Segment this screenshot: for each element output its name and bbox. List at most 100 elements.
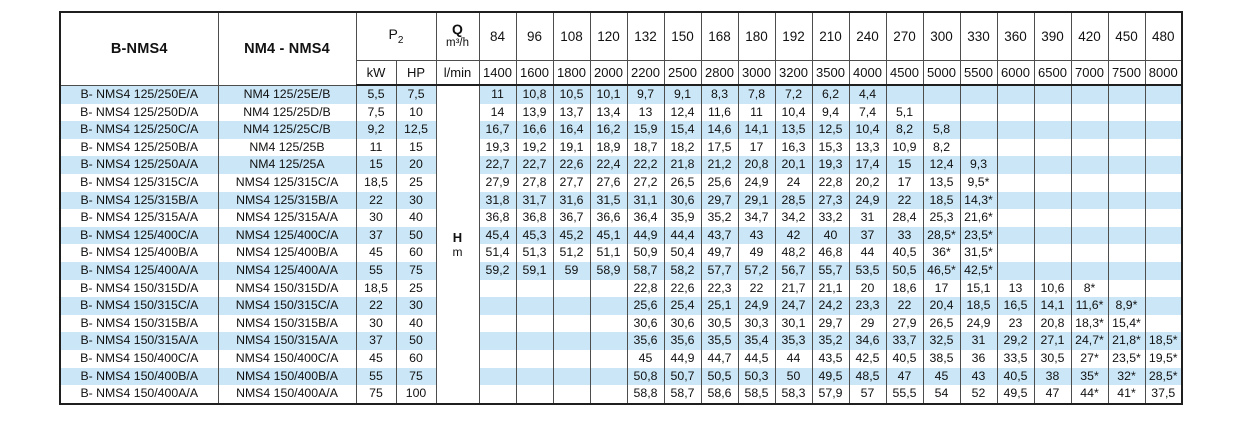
b-nms4-model-cell: B- NMS4 125/400B/A [59, 244, 219, 262]
flow-m3h-header-cell: 210 [811, 12, 850, 61]
b-nms4-model-cell: B- NMS4 125/250E/A [59, 85, 219, 104]
head-value-cell: 22 [885, 297, 924, 315]
head-value-cell: 44,7 [700, 349, 739, 368]
head-value-cell: 19,3 [478, 138, 517, 157]
lmin-header: l/min [435, 60, 480, 86]
head-value-cell: 18,5 [922, 191, 961, 210]
head-value-cell [1107, 121, 1146, 139]
head-value-cell [959, 121, 998, 139]
hp-value-cell: 50 [395, 226, 437, 245]
head-value-cell: 50,7 [663, 367, 702, 386]
head-value-cell: 21,2 [700, 156, 739, 174]
table-row: B- NMS4 150/400A/A NMS4 150/400A/A 75 100 58… [59, 385, 1183, 404]
head-value-cell: 45,4 [478, 226, 517, 245]
pump-performance-sheet: B-NMS4 NM4 - NMS4 P2 Q m³/h 84 96 108 120 13… [59, 11, 1183, 405]
head-value-cell [1070, 121, 1109, 139]
header-row-flow: B-NMS4 NM4 - NMS4 P2 Q m³/h 84 96 108 120 13… [59, 12, 1183, 86]
head-value-cell [1107, 173, 1146, 192]
head-value-cell: 10,9 [885, 138, 924, 157]
head-value-cell: 44,9 [626, 226, 665, 245]
head-value-cell: 21,1 [811, 279, 850, 298]
kw-value-cell: 18,5 [355, 173, 397, 192]
table-row: B- NMS4 125/250B/A NM4 125/25B 11 15 19,3 19,… [59, 138, 1183, 157]
head-value-cell: 58,7 [626, 261, 665, 280]
head-value-cell: 27,7 [552, 173, 591, 192]
head-value-cell: 16,6 [515, 121, 554, 139]
head-value-cell [1033, 244, 1072, 262]
hp-value-cell: 30 [395, 191, 437, 210]
head-value-cell: 16,4 [552, 121, 591, 139]
head-value-cell [515, 279, 554, 298]
head-value-cell [996, 261, 1035, 280]
head-value-cell: 28,5* [1144, 367, 1183, 386]
head-value-cell: 18,5* [1144, 332, 1183, 350]
head-value-cell [589, 349, 628, 368]
head-value-cell: 35,4 [737, 332, 776, 350]
head-value-cell: 58,2 [663, 261, 702, 280]
nm4-nms4-model-cell: NMS4 125/315C/A [217, 173, 357, 192]
head-value-cell: 16,7 [478, 121, 517, 139]
b-nms4-model-cell: B- NMS4 150/400C/A [59, 349, 219, 368]
head-value-cell: 35,3 [774, 332, 813, 350]
head-value-cell: 23,5* [1107, 349, 1146, 368]
flow-lmin-header-cell: 1400 [478, 60, 517, 86]
head-value-cell: 24,7* [1070, 332, 1109, 350]
head-value-cell: 21,6* [959, 209, 998, 227]
head-value-cell: 4,4 [848, 85, 887, 104]
head-value-cell: 27,9 [885, 314, 924, 333]
nm4-nms4-model-cell: NMS4 150/400B/A [217, 367, 357, 386]
head-value-cell: 45,1 [589, 226, 628, 245]
head-value-cell: 31,5 [589, 191, 628, 210]
head-value-cell: 35,6 [663, 332, 702, 350]
head-value-cell [1107, 261, 1146, 280]
head-value-cell [959, 103, 998, 122]
head-value-cell: 46,5* [922, 261, 961, 280]
head-value-cell: 10,4 [848, 121, 887, 139]
head-value-cell [589, 297, 628, 315]
head-value-cell [515, 385, 554, 404]
flow-m3h-header-cell: 450 [1107, 12, 1146, 61]
head-value-cell: 19,2 [515, 138, 554, 157]
head-value-cell: 49,7 [700, 244, 739, 262]
pump-performance-table: B-NMS4 NM4 - NMS4 P2 Q m³/h 84 96 108 120 13… [59, 11, 1183, 405]
head-value-cell: 13,4 [589, 103, 628, 122]
head-value-cell [996, 85, 1035, 104]
head-value-cell: 10,4 [774, 103, 813, 122]
head-value-cell: 58,3 [774, 385, 813, 404]
flow-lmin-header-cell: 6000 [996, 60, 1035, 86]
head-value-cell: 45,2 [552, 226, 591, 245]
head-value-cell: 22,3 [700, 279, 739, 298]
col-header-p2: P2 [355, 12, 437, 61]
head-value-cell: 16,2 [589, 121, 628, 139]
flow-lmin-header-cell: 4500 [885, 60, 924, 86]
kw-value-cell: 75 [355, 385, 397, 404]
table-row: B- NMS4 125/400C/A NMS4 125/400C/A 37 50 45,… [59, 226, 1183, 245]
head-value-cell: 27* [1070, 349, 1109, 368]
head-value-cell: 25,1 [700, 297, 739, 315]
kw-value-cell: 30 [355, 209, 397, 227]
nm4-nms4-model-cell: NMS4 150/315D/A [217, 279, 357, 298]
table-row: B- NMS4 125/400A/A NMS4 125/400A/A 55 75 59,… [59, 261, 1183, 280]
q-label: Q [452, 21, 463, 38]
kw-header: kW [355, 60, 397, 86]
head-value-cell: 12,5 [811, 121, 850, 139]
col-header-nm4-nms4: NM4 - NMS4 [217, 12, 357, 86]
flow-m3h-header-cell: 84 [478, 12, 517, 61]
head-value-cell: 15,1 [959, 279, 998, 298]
head-value-cell [996, 226, 1035, 245]
head-value-cell: 49,5 [811, 367, 850, 386]
b-nms4-model-cell: B- NMS4 150/400B/A [59, 367, 219, 386]
head-value-cell [1070, 226, 1109, 245]
head-value-cell: 22,4 [589, 156, 628, 174]
head-value-cell [1070, 103, 1109, 122]
flow-m3h-header-cell: 270 [885, 12, 924, 61]
head-value-cell: 22,6 [552, 156, 591, 174]
head-value-cell: 58,9 [589, 261, 628, 280]
head-value-cell: 13,9 [515, 103, 554, 122]
head-value-cell: 44,5 [737, 349, 776, 368]
head-value-cell: 8,2 [885, 121, 924, 139]
head-value-cell: 30,1 [774, 314, 813, 333]
table-row: B- NMS4 150/315A/A NMS4 150/315A/A 37 50 35,… [59, 332, 1183, 350]
table-row: B- NMS4 150/315B/A NMS4 150/315B/A 30 40 30,… [59, 314, 1183, 333]
head-value-cell: 47 [1033, 385, 1072, 404]
